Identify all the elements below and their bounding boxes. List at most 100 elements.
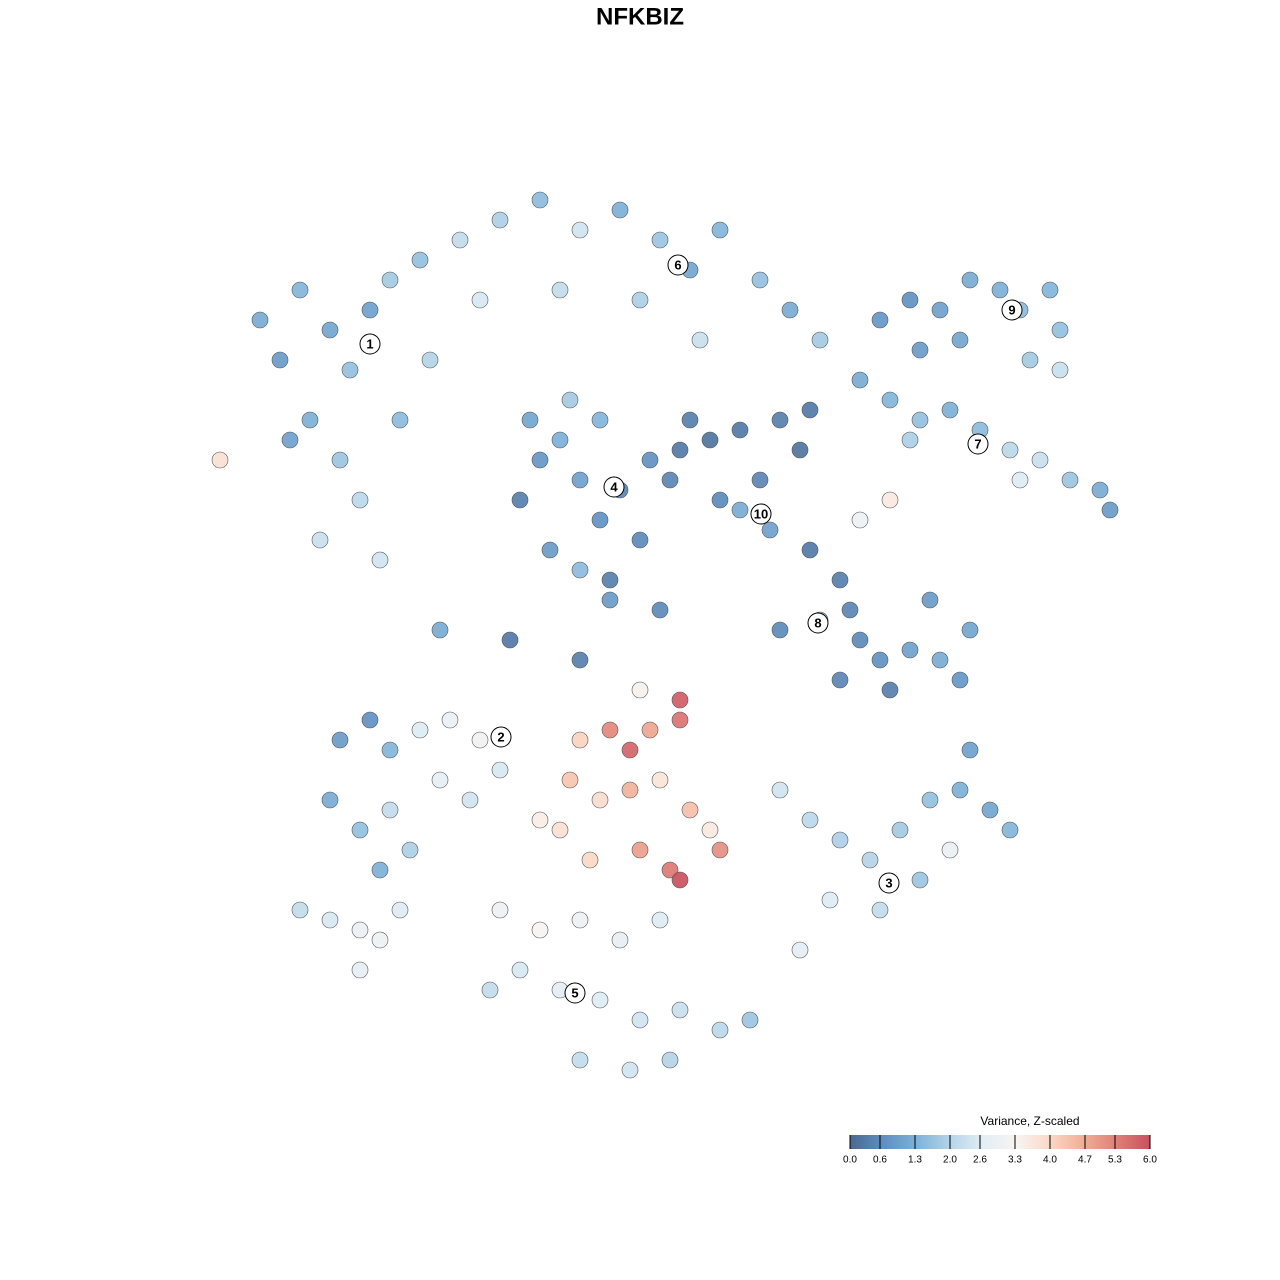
point	[1051, 361, 1069, 379]
point	[711, 1021, 729, 1039]
cluster-marker	[878, 872, 900, 894]
point	[371, 931, 389, 949]
point	[981, 801, 999, 819]
cluster-label: 4	[610, 479, 618, 494]
point	[211, 451, 229, 469]
point	[631, 291, 649, 309]
colorbar-tick-label: 0.0	[843, 1155, 857, 1166]
point	[991, 281, 1009, 299]
point	[401, 841, 419, 859]
cluster-label: 5	[571, 985, 578, 1000]
point	[551, 281, 569, 299]
cluster-marker	[603, 476, 625, 498]
point	[471, 731, 489, 749]
point	[1021, 351, 1039, 369]
point	[531, 811, 549, 829]
point	[531, 921, 549, 939]
point	[961, 741, 979, 759]
point	[731, 501, 749, 519]
point	[501, 631, 519, 649]
point	[531, 191, 549, 209]
point	[761, 521, 779, 539]
point	[311, 531, 329, 549]
point	[651, 771, 669, 789]
point	[681, 801, 699, 819]
point	[711, 841, 729, 859]
point	[571, 1051, 589, 1069]
point	[931, 301, 949, 319]
point	[381, 271, 399, 289]
point	[521, 411, 539, 429]
point	[671, 691, 689, 709]
point	[661, 1051, 679, 1069]
point	[811, 331, 829, 349]
point	[671, 1001, 689, 1019]
point	[391, 901, 409, 919]
point	[901, 291, 919, 309]
point	[271, 351, 289, 369]
point	[541, 541, 559, 559]
point	[631, 681, 649, 699]
point	[751, 471, 769, 489]
cluster-label: 8	[814, 615, 821, 630]
point	[431, 621, 449, 639]
point	[651, 601, 669, 619]
point	[631, 1011, 649, 1029]
point	[851, 631, 869, 649]
point	[291, 901, 309, 919]
point	[951, 671, 969, 689]
cluster-marker	[1001, 299, 1023, 321]
point	[1011, 471, 1029, 489]
point	[911, 341, 929, 359]
point	[561, 391, 579, 409]
point	[1001, 441, 1019, 459]
point	[391, 411, 409, 429]
point	[641, 451, 659, 469]
point	[881, 391, 899, 409]
colorbar-tick-label: 1.3	[908, 1155, 922, 1166]
point	[291, 281, 309, 299]
point	[1041, 281, 1059, 299]
point	[571, 911, 589, 929]
point	[601, 721, 619, 739]
point	[551, 821, 569, 839]
point	[871, 311, 889, 329]
point	[491, 901, 509, 919]
point	[621, 1061, 639, 1079]
point	[491, 761, 509, 779]
point	[281, 431, 299, 449]
point	[361, 301, 379, 319]
point	[941, 841, 959, 859]
point	[511, 491, 529, 509]
point	[1101, 501, 1119, 519]
point	[871, 651, 889, 669]
cluster-label: 10	[754, 506, 768, 521]
point	[321, 911, 339, 929]
colorbar-tick-label: 6.0	[1143, 1155, 1157, 1166]
point	[651, 911, 669, 929]
point	[351, 961, 369, 979]
cluster-marker	[564, 982, 586, 1004]
point	[671, 441, 689, 459]
point	[961, 621, 979, 639]
point	[491, 211, 509, 229]
colorbar-title: Variance, Z-scaled	[980, 1114, 1079, 1128]
point	[361, 711, 379, 729]
colorbar-tick-label: 4.0	[1043, 1155, 1057, 1166]
point	[1061, 471, 1079, 489]
point	[481, 981, 499, 999]
point	[561, 771, 579, 789]
point	[801, 541, 819, 559]
point	[711, 491, 729, 509]
colorbar-tick-label: 2.0	[943, 1155, 957, 1166]
point	[961, 271, 979, 289]
point	[1031, 451, 1049, 469]
point	[791, 941, 809, 959]
point	[571, 471, 589, 489]
point	[381, 741, 399, 759]
point	[951, 331, 969, 349]
point	[621, 741, 639, 759]
cluster-marker	[807, 612, 829, 634]
point	[801, 811, 819, 829]
